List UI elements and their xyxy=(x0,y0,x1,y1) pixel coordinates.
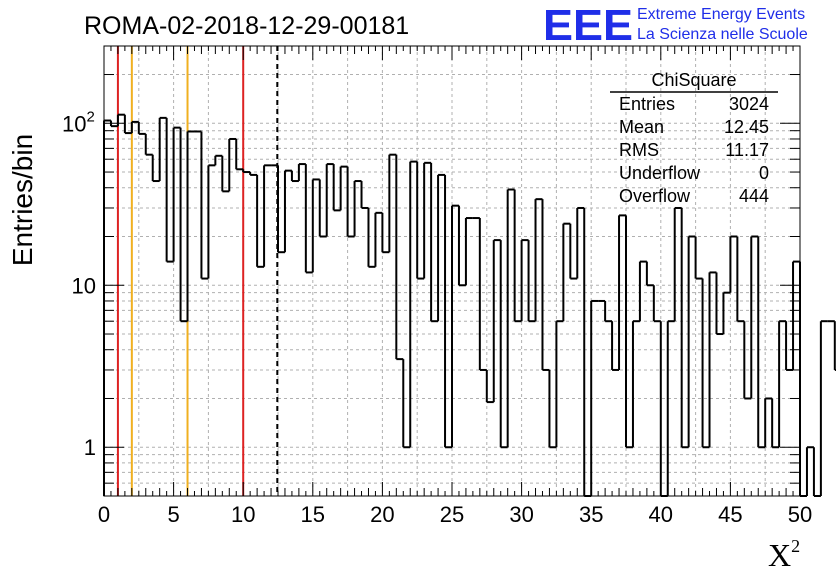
stats-label: RMS xyxy=(619,140,659,160)
y-axis-label: Entries/bin xyxy=(7,134,38,266)
logo-line-1: Extreme Energy Events xyxy=(637,6,805,23)
stats-label: Underflow xyxy=(619,163,701,183)
y-tick-label: 1 xyxy=(84,435,96,460)
x-tick-label: 10 xyxy=(231,502,255,527)
stats-value: 11.17 xyxy=(725,140,769,160)
stats-title: ChiSquare xyxy=(651,70,736,90)
histogram-series xyxy=(103,113,836,497)
stats-value: 3024 xyxy=(729,94,769,114)
x-tick-labels: 0 5 10 15 20 25 30 35 40 45 50 xyxy=(98,502,812,527)
logo-line-2: La Scienza nelle Scuole xyxy=(637,26,808,43)
y-tick-label: 102 xyxy=(62,108,95,136)
x-tick-label: 45 xyxy=(718,502,742,527)
y-tick-label: 10 xyxy=(72,273,96,298)
x-tick-label: 25 xyxy=(440,502,464,527)
x-tick-label: 0 xyxy=(98,502,110,527)
reference-lines xyxy=(116,46,279,496)
stats-label: Overflow xyxy=(619,186,691,206)
x-axis-label: X2 xyxy=(768,536,800,572)
y-tick-labels: 1 10 102 xyxy=(62,108,96,460)
x-axis-label-base: X xyxy=(768,537,791,572)
chart-title: ROMA-02-2018-12-29-00181 xyxy=(84,12,409,40)
stats-value: 12.45 xyxy=(724,117,769,137)
x-tick-label: 15 xyxy=(301,502,325,527)
stats-label: Mean xyxy=(619,117,664,137)
x-tick-label: 35 xyxy=(579,502,603,527)
axis-ticks xyxy=(103,46,801,496)
x-tick-label: 40 xyxy=(649,502,673,527)
stats-value: 0 xyxy=(759,163,769,183)
eee-logo-mark: EEE xyxy=(543,1,633,50)
x-tick-label: 20 xyxy=(370,502,394,527)
x-tick-label: 30 xyxy=(509,502,533,527)
stats-label: Entries xyxy=(619,94,675,114)
x-axis-label-sup: 2 xyxy=(791,536,800,556)
x-tick-label: 50 xyxy=(788,502,812,527)
stats-value: 444 xyxy=(739,186,769,206)
eee-logo: EEE Extreme Energy Events La Scienza nel… xyxy=(543,1,808,50)
stats-box: ChiSquare Entries 3024 Mean 12.45 RMS 11.17 Un… xyxy=(610,70,778,206)
x-tick-label: 5 xyxy=(167,502,179,527)
